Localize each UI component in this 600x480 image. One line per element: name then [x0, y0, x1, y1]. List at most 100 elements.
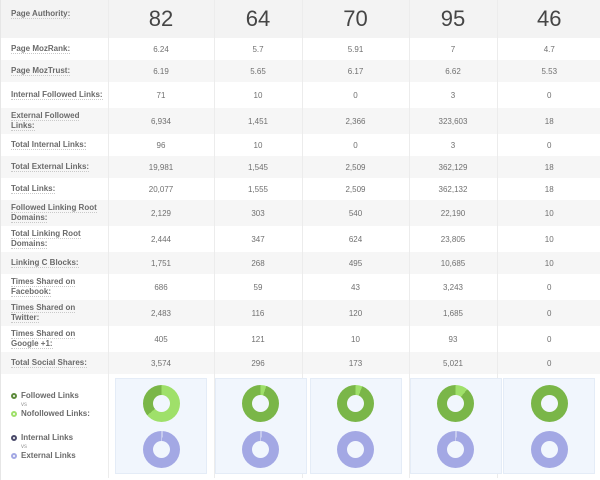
metric-value: 362,132	[409, 178, 498, 200]
metric-row: Times Shared on Facebook: 686 59 43 3,243 0	[1, 274, 600, 300]
metric-value: 2,483	[108, 300, 215, 326]
metric-value: 1,451	[214, 108, 303, 134]
metric-value: 405	[108, 326, 215, 352]
row-label: Times Shared on Facebook:	[1, 274, 109, 300]
metric-value: 71	[108, 82, 215, 108]
metric-value: 3	[409, 82, 498, 108]
row-label: Followed Linking Root Domains:	[1, 200, 109, 226]
metric-value: 323,603	[409, 108, 498, 134]
metric-value: 0	[497, 300, 600, 326]
metric-value: 10	[302, 326, 410, 352]
metric-value: 10	[497, 252, 600, 274]
internal-dot-icon	[11, 435, 17, 441]
metric-value: 5.7	[214, 38, 303, 60]
page-authority-value: 70	[302, 0, 410, 38]
metric-value: 120	[302, 300, 410, 326]
row-label: Total Linking Root Domains:	[1, 226, 109, 252]
metric-value: 2,509	[302, 178, 410, 200]
metric-value: 6.19	[108, 60, 215, 82]
metric-row: Total Social Shares: 3,574 296 173 5,021 0	[1, 352, 600, 374]
chart-box	[115, 378, 207, 474]
row-label: Total Internal Links:	[1, 134, 109, 156]
metric-value: 10	[497, 200, 600, 226]
metric-value: 0	[547, 140, 552, 150]
metric-value: 121	[214, 326, 303, 352]
metric-row: Page MozTrust: 6.19 5.65 6.17 6.62 5.53	[1, 60, 600, 82]
metric-value: 6.17	[302, 60, 410, 82]
metric-row: Internal Followed Links: 71 10 0 3 0	[1, 82, 600, 108]
metric-value: 18	[497, 156, 600, 178]
metric-value: 173	[302, 352, 410, 374]
internal-donut-chart[interactable]	[437, 431, 474, 468]
metric-value: 5.65	[214, 60, 303, 82]
metric-value: 0	[302, 82, 410, 108]
chart-box	[214, 378, 307, 474]
metric-value: 5.53	[497, 60, 600, 82]
metric-value: 1,545	[214, 156, 303, 178]
row-label: Times Shared on Google +1:	[1, 326, 109, 352]
metric-value: 3,574	[108, 352, 215, 374]
internal-donut-chart[interactable]	[142, 431, 180, 468]
nofollowed-dot-icon	[11, 411, 17, 417]
internal-donut-chart[interactable]	[337, 431, 374, 468]
metric-value: 4.7	[543, 44, 555, 54]
metric-value: 0	[302, 134, 410, 156]
metric-value: 5.91	[302, 38, 410, 60]
chart-box	[409, 378, 502, 474]
row-label: Total Links:	[1, 178, 109, 200]
page-authority-value: 46	[497, 0, 600, 38]
metric-value: 0	[497, 352, 600, 374]
metric-value: 0	[547, 334, 552, 344]
metric-value: 0	[547, 90, 552, 100]
metric-value: 1,685	[409, 300, 498, 326]
row-label: Page MozRank:	[1, 38, 109, 60]
internal-donut-chart[interactable]	[530, 431, 568, 468]
metric-value: 686	[108, 274, 215, 300]
chart-box	[503, 378, 596, 474]
metric-row: Linking C Blocks: 1,751 268 495 10,685 10	[1, 252, 600, 274]
followed-donut-chart[interactable]	[437, 385, 474, 422]
metric-value: 19,981	[108, 156, 215, 178]
metric-value: 22,190	[409, 200, 498, 226]
metric-value: 96	[108, 134, 215, 156]
metric-value: 495	[302, 252, 410, 274]
metric-value: 7	[409, 38, 498, 60]
followed-donut-chart[interactable]	[142, 385, 180, 422]
row-label: Page Authority:	[1, 0, 109, 38]
legend-followed: Followed Links	[11, 391, 108, 401]
legend-nofollowed: Nofollowed Links:	[11, 409, 108, 419]
followed-donut-chart[interactable]	[530, 385, 568, 422]
row-label: Linking C Blocks:	[1, 252, 109, 274]
followed-donut-chart[interactable]	[337, 385, 374, 422]
metric-value: 296	[214, 352, 303, 374]
row-label: Times Shared on Twitter:	[1, 300, 109, 326]
metric-value: 303	[214, 200, 303, 226]
metric-value: 59	[214, 274, 303, 300]
metric-value: 20,077	[108, 178, 215, 200]
page-authority-value: 82	[108, 0, 215, 38]
chart-cell	[214, 374, 307, 478]
metric-value: 10,685	[409, 252, 498, 274]
metric-value: 93	[409, 326, 498, 352]
page-authority-value: 95	[409, 0, 498, 38]
link-charts-row: Followed Links vs Nofollowed Links: Inte…	[1, 374, 600, 478]
page-authority-value: 64	[214, 0, 303, 38]
row-label: Total External Links:	[1, 156, 109, 178]
row-label: Page MozTrust:	[1, 60, 109, 82]
internal-donut-chart[interactable]	[242, 431, 279, 468]
metric-value: 0	[547, 282, 552, 292]
metric-value: 3,243	[409, 274, 498, 300]
followed-donut-chart[interactable]	[242, 385, 279, 422]
chart-cell	[302, 374, 410, 478]
metric-value: 3	[409, 134, 498, 156]
page-authority-row: Page Authority: 82 64 70 95 46	[1, 0, 600, 38]
metric-value: 10	[214, 134, 303, 156]
row-label: External Followed Links:	[1, 108, 109, 134]
metric-value: 43	[302, 274, 410, 300]
legend-internal: Internal Links	[11, 433, 108, 443]
metric-row: Total Internal Links: 96 10 0 3 0	[1, 134, 600, 156]
chart-cell	[497, 374, 600, 478]
metric-value: 2,366	[302, 108, 410, 134]
